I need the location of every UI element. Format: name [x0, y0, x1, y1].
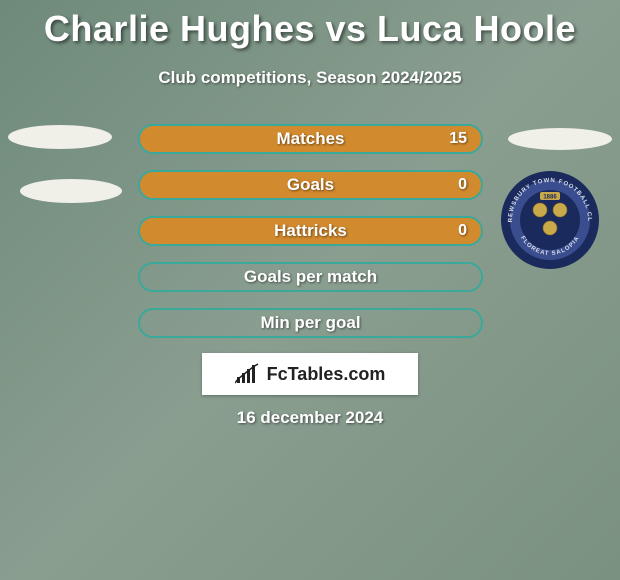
bar-value: 0	[458, 222, 467, 240]
bar-value: 15	[449, 130, 467, 148]
stat-bar-min-per-goal: Min per goal	[138, 308, 483, 338]
stat-bars: Matches 15 Goals 0 Hattricks 0 Goals per match…	[138, 124, 483, 354]
chart-icon	[235, 363, 261, 385]
bar-label: Goals per match	[244, 267, 377, 287]
player1-marker-2	[20, 179, 122, 203]
bar-label: Matches	[276, 129, 344, 149]
bar-label: Min per goal	[260, 313, 360, 333]
date-label: 16 december 2024	[0, 408, 620, 428]
brand-label: FcTables.com	[267, 364, 386, 385]
stat-bar-goals: Goals 0	[138, 170, 483, 200]
player1-marker-1	[8, 125, 112, 149]
bar-label: Goals	[287, 175, 334, 195]
page-subtitle: Club competitions, Season 2024/2025	[0, 68, 620, 88]
stat-bar-matches: Matches 15	[138, 124, 483, 154]
stat-bar-goals-per-match: Goals per match	[138, 262, 483, 292]
stat-bar-hattricks: Hattricks 0	[138, 216, 483, 246]
bar-value: 0	[458, 176, 467, 194]
shrewsbury-town-badge: SHREWSBURY TOWN FOOTBALL CLUB FLOREAT SA…	[500, 170, 600, 270]
bar-label: Hattricks	[274, 221, 347, 241]
brand-box: FcTables.com	[202, 353, 418, 395]
player2-marker	[508, 128, 612, 150]
page-title: Charlie Hughes vs Luca Hoole	[0, 0, 620, 50]
badge-year: 1886	[543, 195, 557, 201]
